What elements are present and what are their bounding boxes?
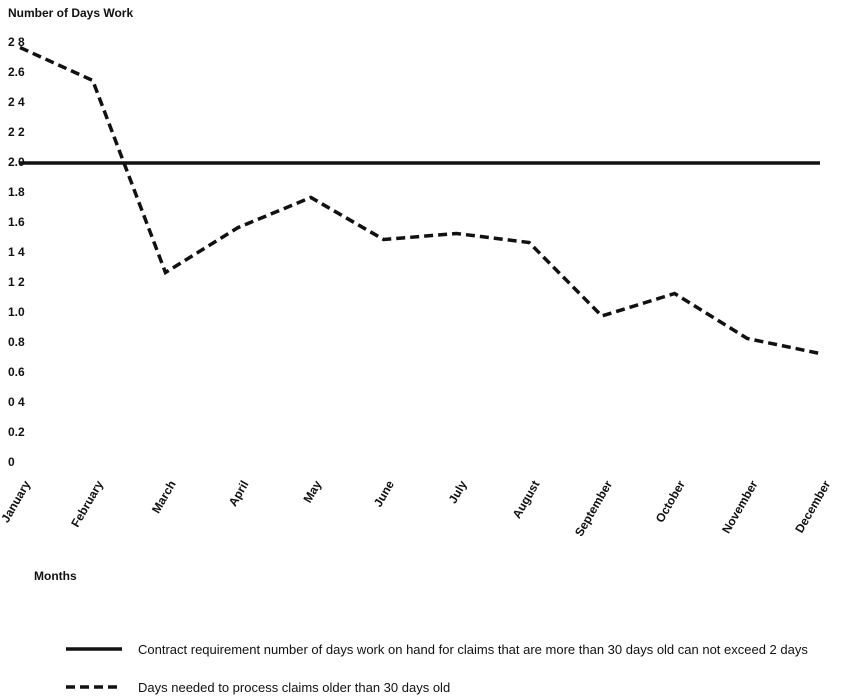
y-tick-label: 1 2 — [8, 275, 25, 289]
x-tick-label: October — [653, 478, 688, 525]
y-tick-label: 2 2 — [8, 125, 25, 139]
y-tick-label: 2.0 — [8, 155, 25, 169]
chart-title: Number of Days Work — [8, 6, 133, 20]
x-tick-label: January — [0, 478, 34, 525]
y-tick-label: 1.8 — [8, 185, 25, 199]
y-tick-label: 2 4 — [8, 95, 25, 109]
legend-item: Days needed to process claims older than… — [66, 680, 846, 696]
y-tick-label: 0 4 — [8, 395, 25, 409]
x-axis-label: Months — [34, 569, 77, 583]
legend-label: Contract requirement number of days work… — [138, 642, 808, 657]
x-tick-label: April — [226, 478, 252, 509]
y-tick-label: 2.6 — [8, 65, 25, 79]
legend-swatch — [66, 647, 122, 651]
series-line — [19, 45, 821, 356]
y-tick-label: 2 8 — [8, 35, 25, 49]
x-tick-label: November — [719, 478, 761, 536]
x-tick-label: March — [149, 478, 179, 516]
x-tick-label: June — [371, 478, 397, 510]
x-tick-label: February — [68, 478, 106, 530]
legend-swatch — [66, 685, 122, 689]
y-tick-label: 1 4 — [8, 245, 25, 259]
y-tick-label: 1.6 — [8, 215, 25, 229]
x-tick-label: September — [572, 478, 615, 539]
y-tick-label: 0.6 — [8, 365, 25, 379]
legend-item: Contract requirement number of days work… — [66, 642, 846, 658]
chart: Number of Days Work Months 0 0.2 0 4 0.6 0.8… — [0, 6, 834, 583]
x-tick-label: December — [792, 478, 833, 536]
y-tick-label: 0 — [8, 455, 15, 469]
x-tick-label: May — [300, 478, 324, 505]
y-tick-label: 0.2 — [8, 425, 25, 439]
legend-label: Days needed to process claims older than… — [138, 680, 451, 695]
x-tick-label: August — [510, 478, 543, 521]
y-tick-label: 1.0 — [8, 305, 25, 319]
x-tick-label: July — [446, 478, 470, 506]
y-tick-label: 0.8 — [8, 335, 25, 349]
